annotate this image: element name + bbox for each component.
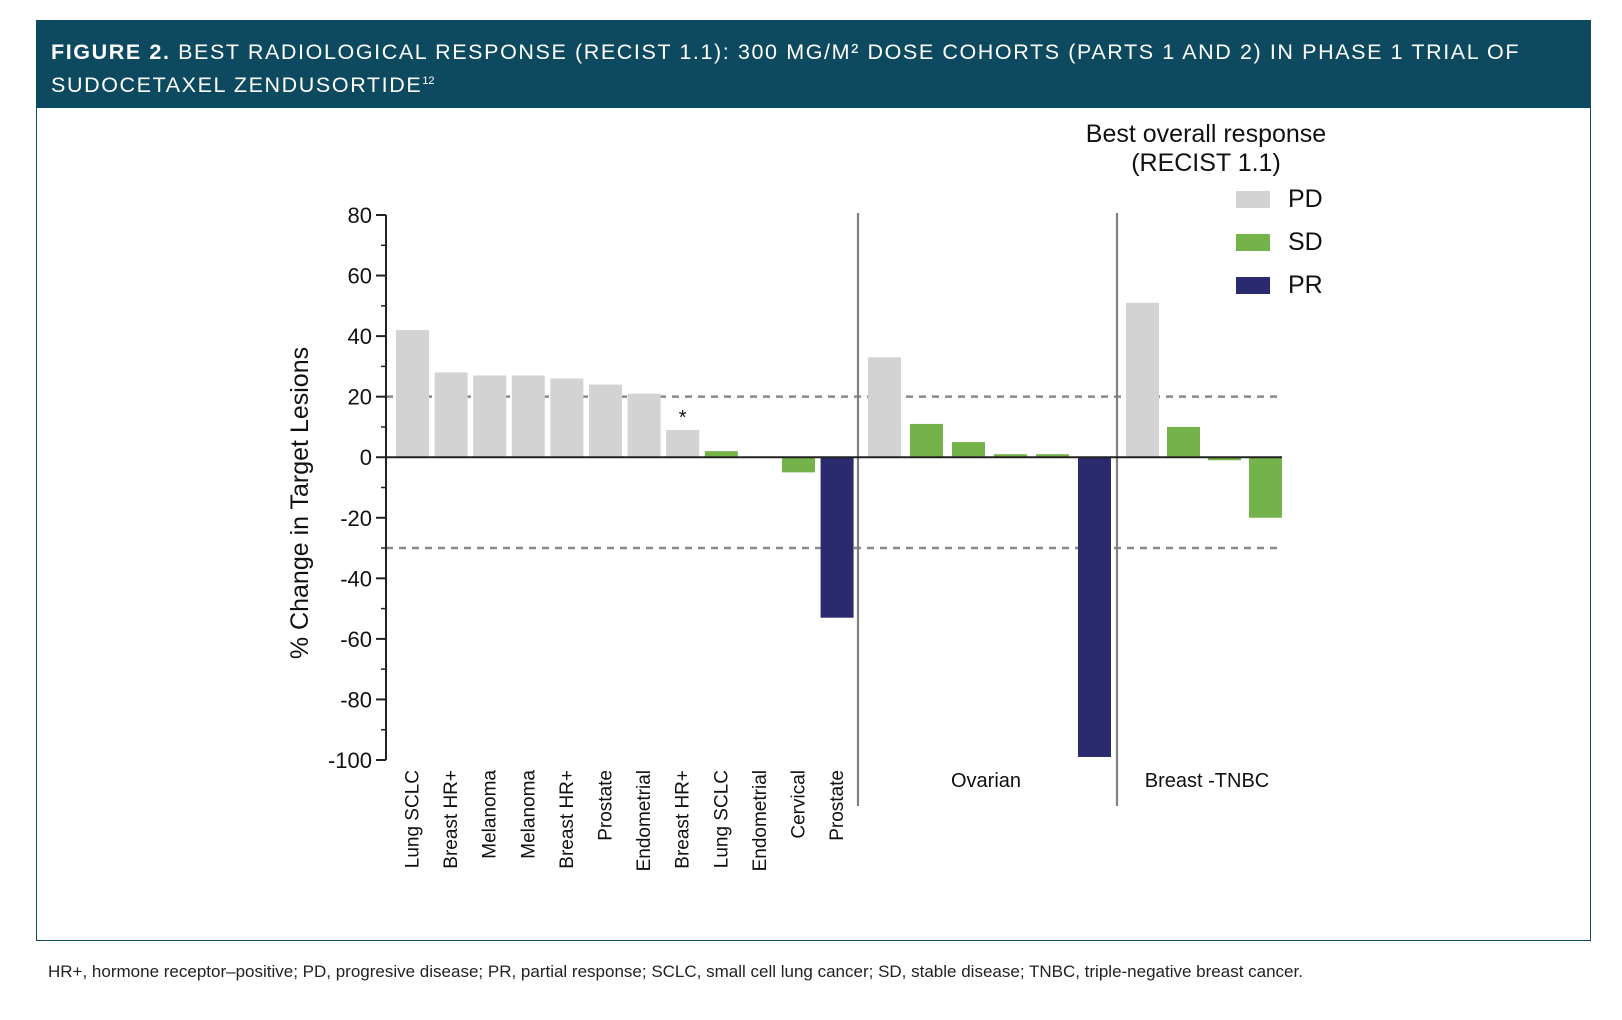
y-axis-label: % Change in Target Lesions [286,347,314,659]
bar-pd [473,375,507,458]
x-tick-label: Breast HR+ [557,770,578,869]
bar-pd [666,429,700,458]
y-tick-label: -80 [340,687,372,712]
figure-label: FIGURE 2. [51,40,171,64]
y-tick-label: 80 [348,203,372,228]
y-tick-label: -100 [328,748,372,773]
legend-label-sd: SD [1288,228,1323,256]
group-label: Breast -TNBC [1145,770,1269,792]
legend-title: Best overall response [1086,120,1326,148]
bar-annotation: * [679,407,687,429]
y-tick-label: 60 [348,264,372,289]
legend-subtitle: (RECIST 1.1) [1131,149,1281,177]
x-tick-label: Melanoma [518,770,539,859]
y-tick-label: 0 [360,445,372,470]
legend-swatch-sd [1236,234,1270,251]
x-tick-label: Breast HR+ [441,770,462,869]
bar-pd [511,375,545,458]
x-tick-label: Melanoma [480,770,501,859]
bar-pr [820,457,854,618]
bar-sd [1208,457,1241,461]
bar-sd [994,454,1027,458]
x-tick-label: Lung SCLC [711,770,732,868]
bar-pd [627,393,661,458]
bar-pd [1126,302,1159,458]
y-tick-label: 20 [348,385,372,410]
legend-label-pd: PD [1288,185,1323,213]
figure-header: FIGURE 2. BEST RADIOLOGICAL RESPONSE (RE… [37,21,1590,108]
x-tick-label: Breast HR+ [673,770,694,869]
x-tick-label: Cervical [789,770,810,839]
y-tick-label: -40 [340,566,372,591]
bar-sd [782,457,815,473]
legend-label-pr: PR [1288,271,1323,299]
bar-sd [1167,426,1200,458]
legend-swatch-pr [1236,277,1270,294]
bar-pd [868,357,901,458]
bar-sd [910,423,943,458]
y-tick-label: 40 [348,324,372,349]
x-tick-label: Lung SCLC [403,770,424,868]
bar-pd [589,384,622,458]
y-tick-label: -20 [340,506,372,531]
figure-title: BEST RADIOLOGICAL RESPONSE (RECIST 1.1):… [51,40,1521,98]
bar-pd [396,330,429,458]
x-tick-label: Endometrial [634,770,655,871]
footnote: HR+, hormone receptor–positive; PD, prog… [48,962,1303,981]
x-tick-label: Prostate [827,770,848,841]
bar-pd [434,372,468,458]
x-tick-label: Prostate [596,770,617,841]
bar-sd [952,442,985,458]
bar-sd [704,451,738,458]
bar-sd [1036,454,1069,458]
legend-swatch-pd [1236,191,1270,208]
y-tick-label: -60 [340,627,372,652]
bar-sd [1249,457,1282,518]
bar-pd [550,378,584,458]
figure-reference: 12 [422,75,435,87]
figure-frame: FIGURE 2. BEST RADIOLOGICAL RESPONSE (RE… [36,20,1591,941]
group-label: Ovarian [951,770,1021,792]
x-tick-label: Endometrial [750,770,771,871]
bar-pr [1078,457,1111,757]
